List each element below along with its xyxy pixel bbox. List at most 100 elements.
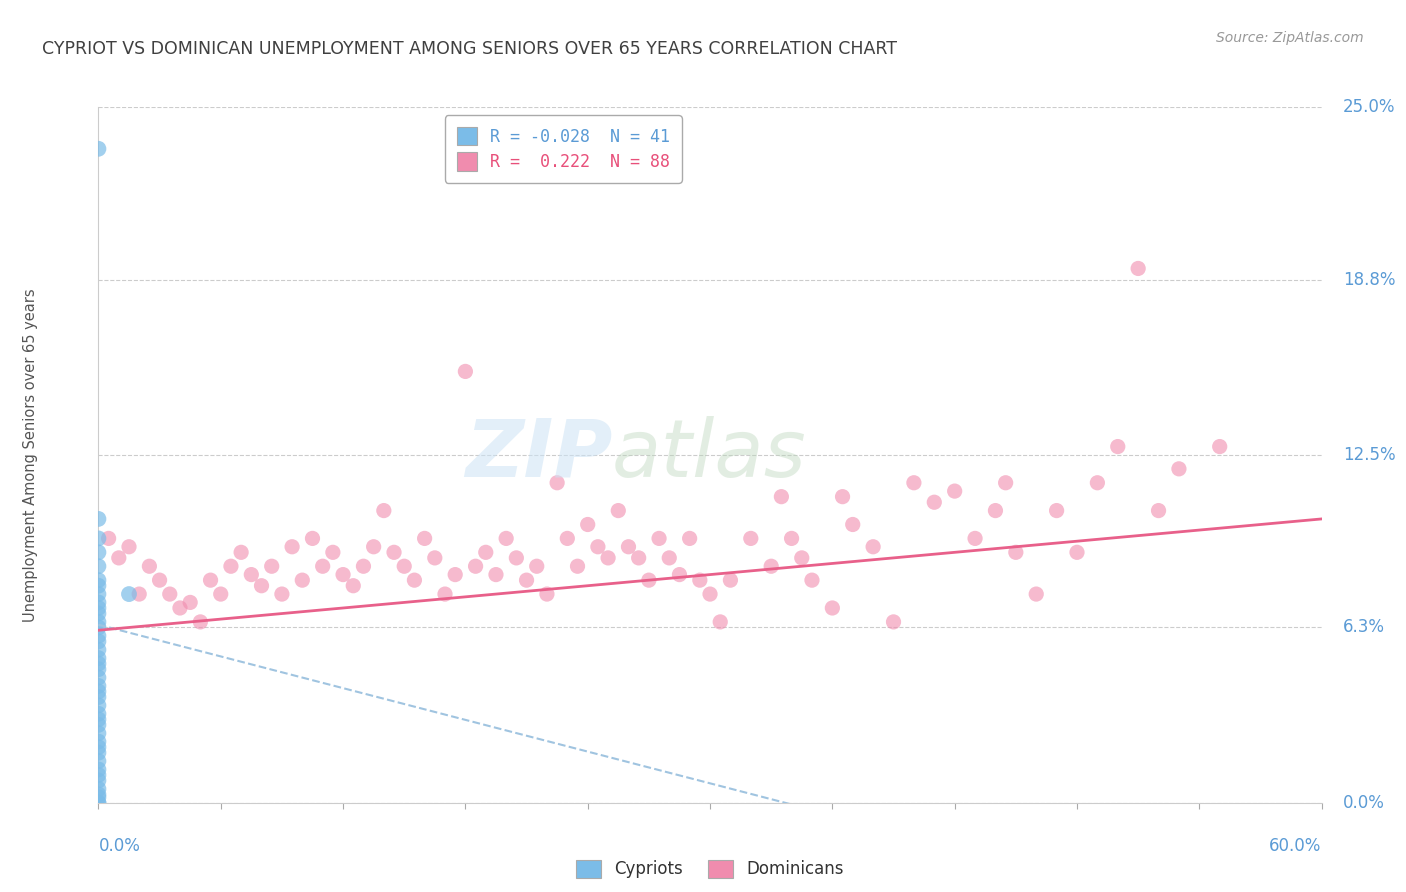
Point <box>87 671 110 685</box>
Point <box>87 740 110 755</box>
Point <box>352 559 374 574</box>
Point <box>87 684 110 698</box>
Text: 0.0%: 0.0% <box>98 837 141 855</box>
Point <box>87 615 110 629</box>
Point <box>433 587 456 601</box>
Point <box>1004 545 1026 559</box>
Point <box>709 615 731 629</box>
Point <box>984 503 1007 517</box>
Point <box>87 734 110 748</box>
Point <box>363 540 385 554</box>
Point <box>312 559 335 574</box>
Point <box>87 706 110 721</box>
Point <box>87 763 110 777</box>
Point <box>108 550 131 565</box>
Point <box>1167 462 1189 476</box>
Point <box>209 587 232 601</box>
Point <box>903 475 925 490</box>
Point <box>536 587 558 601</box>
Point <box>219 559 242 574</box>
Point <box>485 567 508 582</box>
Point <box>567 559 589 574</box>
Point <box>759 559 782 574</box>
Point <box>87 781 110 796</box>
Point <box>281 540 304 554</box>
Point <box>87 796 110 810</box>
Point <box>922 495 945 509</box>
Legend: Cypriots, Dominicans: Cypriots, Dominicans <box>569 853 851 885</box>
Point <box>627 550 650 565</box>
Point <box>169 601 191 615</box>
Point <box>648 532 671 546</box>
Point <box>943 484 966 499</box>
Point <box>841 517 863 532</box>
Point <box>87 712 110 726</box>
Point <box>770 490 793 504</box>
Point <box>790 550 813 565</box>
Point <box>382 545 405 559</box>
Point <box>821 601 844 615</box>
Point <box>87 620 110 634</box>
Point <box>270 587 294 601</box>
Point <box>87 698 110 713</box>
Point <box>740 532 762 546</box>
Point <box>404 573 426 587</box>
Point <box>586 540 609 554</box>
Point <box>505 550 527 565</box>
Point <box>87 601 110 615</box>
Point <box>464 559 486 574</box>
Point <box>87 142 110 156</box>
Point <box>87 559 110 574</box>
Text: Source: ZipAtlas.com: Source: ZipAtlas.com <box>1216 31 1364 45</box>
Point <box>87 746 110 760</box>
Point <box>87 607 110 621</box>
Point <box>392 559 416 574</box>
Point <box>862 540 884 554</box>
Point <box>1107 440 1129 454</box>
Point <box>831 490 853 504</box>
Point <box>87 587 110 601</box>
Point <box>1066 545 1088 559</box>
Point <box>689 573 711 587</box>
Point <box>87 651 110 665</box>
Point <box>149 573 172 587</box>
Point <box>87 790 110 805</box>
Point <box>444 567 467 582</box>
Point <box>699 587 721 601</box>
Point <box>576 517 599 532</box>
Text: 0.0%: 0.0% <box>1343 794 1385 812</box>
Point <box>454 364 477 378</box>
Point <box>801 573 824 587</box>
Point <box>87 532 110 546</box>
Point <box>87 545 110 559</box>
Point <box>332 567 354 582</box>
Point <box>87 657 110 671</box>
Point <box>138 559 160 574</box>
Point <box>159 587 181 601</box>
Point <box>617 540 640 554</box>
Point <box>965 532 987 546</box>
Point <box>179 595 201 609</box>
Text: CYPRIOT VS DOMINICAN UNEMPLOYMENT AMONG SENIORS OVER 65 YEARS CORRELATION CHART: CYPRIOT VS DOMINICAN UNEMPLOYMENT AMONG … <box>42 40 897 58</box>
Point <box>322 545 344 559</box>
Text: 12.5%: 12.5% <box>1343 446 1395 464</box>
Point <box>87 768 110 782</box>
Text: 18.8%: 18.8% <box>1343 270 1395 289</box>
Point <box>883 615 905 629</box>
Point <box>231 545 253 559</box>
Point <box>1208 440 1232 454</box>
Point <box>87 754 110 768</box>
Point <box>679 532 702 546</box>
Point <box>87 726 110 740</box>
Point <box>97 532 120 546</box>
Point <box>526 559 548 574</box>
Point <box>240 567 263 582</box>
Point <box>423 550 446 565</box>
Point <box>87 679 110 693</box>
Point <box>474 545 498 559</box>
Point <box>87 595 110 609</box>
Point <box>555 532 579 546</box>
Point <box>994 475 1017 490</box>
Point <box>780 532 803 546</box>
Point <box>87 579 110 593</box>
